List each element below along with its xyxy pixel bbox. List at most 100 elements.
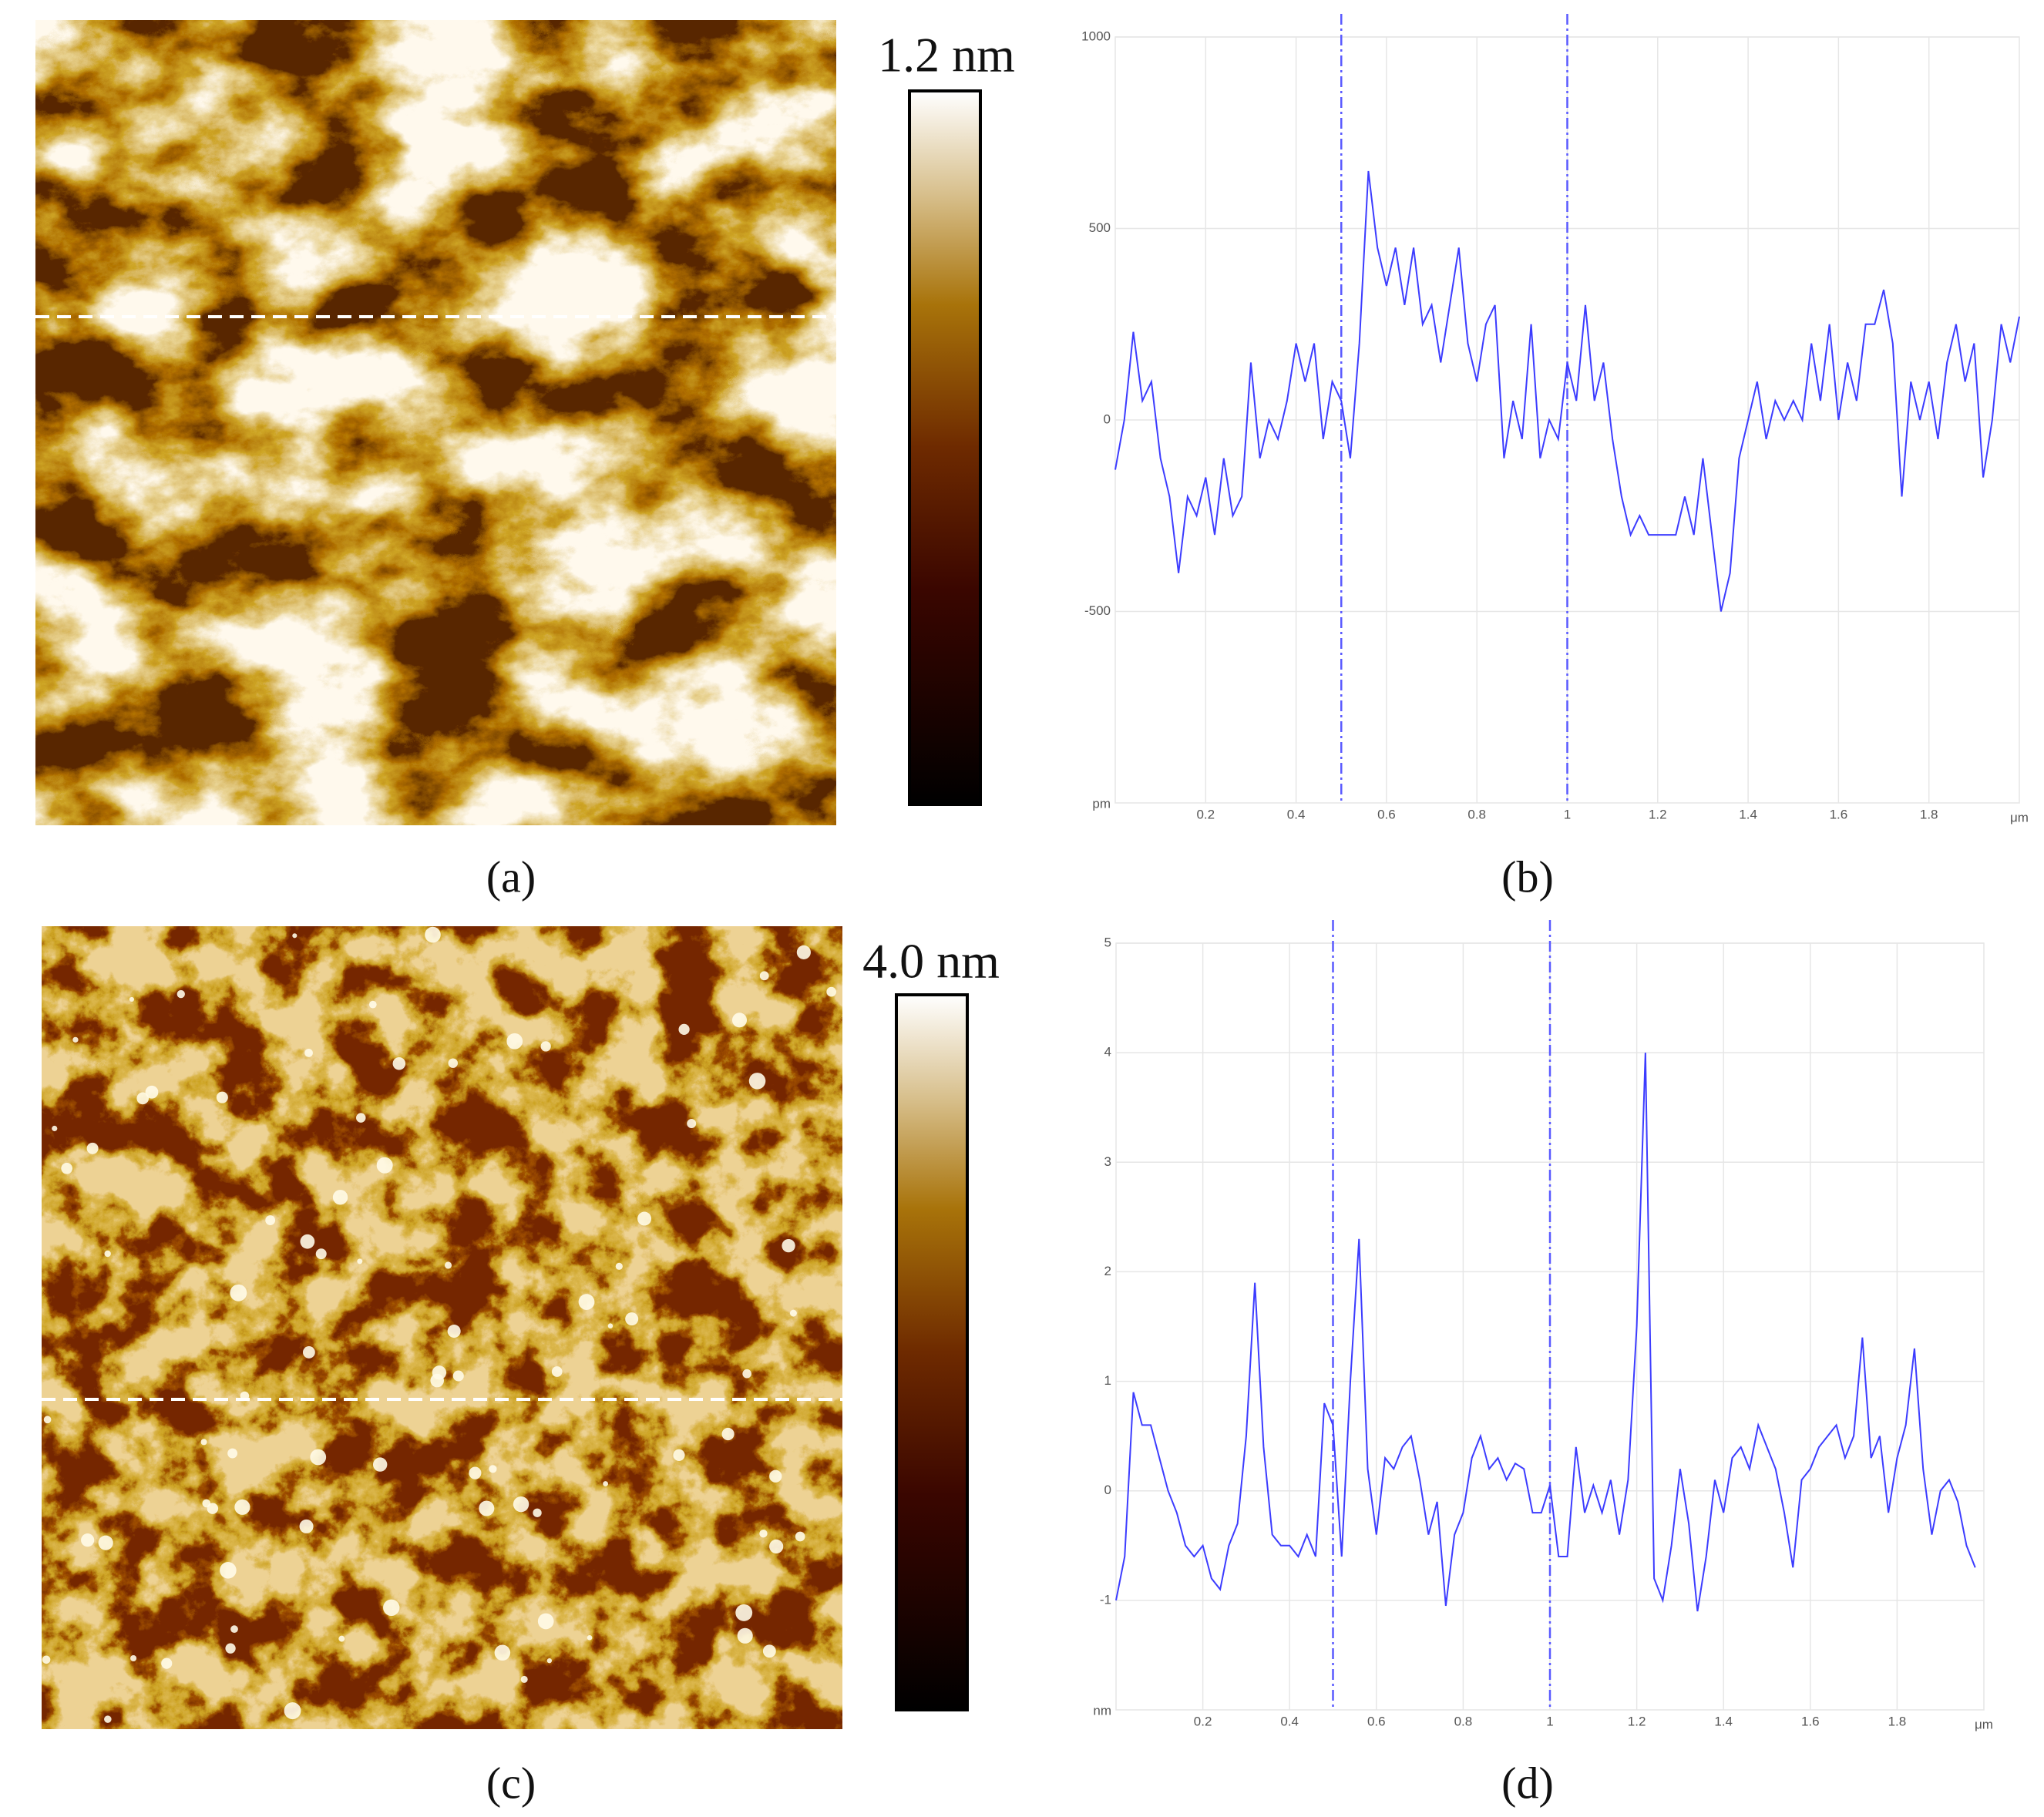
- particle: [425, 926, 441, 943]
- particle: [603, 1481, 609, 1486]
- particle: [145, 1085, 159, 1099]
- y-tick-label: 1000: [1081, 29, 1111, 43]
- x-tick-label: 0.2: [1196, 807, 1215, 821]
- particle: [220, 1562, 237, 1579]
- particle: [769, 1469, 782, 1483]
- particle: [533, 1508, 542, 1517]
- particle: [796, 945, 811, 959]
- x-tick-label: 0.6: [1367, 1714, 1386, 1728]
- particle: [769, 1539, 784, 1554]
- particle: [304, 1049, 313, 1057]
- x-axis-label: μm: [1975, 1717, 1993, 1731]
- particle: [383, 1599, 400, 1617]
- particle: [748, 1073, 766, 1090]
- particle: [227, 1448, 238, 1459]
- particle: [782, 1238, 795, 1253]
- color-bar: [895, 993, 969, 1711]
- y-axis-label: pm: [1092, 796, 1111, 811]
- particle: [284, 1702, 301, 1720]
- particle: [98, 1535, 113, 1550]
- particle: [225, 1643, 236, 1654]
- profile-line: [1115, 1053, 1976, 1612]
- particle: [216, 1091, 228, 1103]
- particle: [520, 1675, 528, 1683]
- particle: [540, 1041, 551, 1052]
- particle: [469, 1466, 482, 1479]
- x-tick-label: 0.2: [1194, 1714, 1212, 1728]
- particle: [43, 1416, 52, 1424]
- panel-caption: (b): [1501, 851, 1554, 902]
- particle: [376, 1157, 393, 1174]
- y-tick-label: 500: [1089, 220, 1111, 235]
- particle: [368, 1000, 377, 1009]
- particle: [637, 1211, 652, 1226]
- particle: [673, 1449, 685, 1461]
- particle: [357, 1258, 363, 1265]
- x-tick-label: 1.6: [1801, 1714, 1820, 1728]
- particle: [72, 1036, 79, 1043]
- x-tick-label: 1.4: [1739, 807, 1757, 821]
- particle: [81, 1533, 95, 1547]
- particle: [86, 1142, 99, 1154]
- particle: [479, 1500, 495, 1516]
- x-tick-label: 1: [1546, 1714, 1553, 1728]
- afm-image-group: [42, 926, 842, 1729]
- particle: [265, 1215, 276, 1225]
- particle: [513, 1496, 529, 1513]
- particle: [338, 1635, 345, 1642]
- particle: [506, 1033, 523, 1050]
- particle: [607, 1323, 614, 1328]
- particle: [332, 1190, 348, 1205]
- particle: [789, 1309, 797, 1317]
- particle: [129, 996, 135, 1003]
- particle: [136, 1092, 150, 1105]
- y-tick-label: 2: [1104, 1264, 1111, 1278]
- particle: [721, 1427, 735, 1441]
- particle: [356, 1113, 366, 1123]
- particle: [615, 1262, 623, 1270]
- particle: [130, 1654, 137, 1662]
- x-tick-label: 0.4: [1287, 807, 1306, 821]
- particle: [61, 1162, 73, 1174]
- particle: [230, 1625, 238, 1634]
- x-tick-label: 1.8: [1920, 807, 1938, 821]
- profile-line: [1114, 170, 2020, 612]
- particle: [759, 971, 769, 981]
- x-tick-label: 0.4: [1280, 1714, 1299, 1728]
- particle: [104, 1250, 111, 1258]
- particle: [731, 1013, 748, 1028]
- charts: 1000 500 0 -500 0.2 0.4 0.6 0.8 1 1.2 1.4 1.6 1.8 pm μ…: [1081, 14, 2029, 1808]
- particle: [447, 1325, 461, 1338]
- y-tick-label: 1: [1104, 1373, 1111, 1388]
- x-tick-label: 0.8: [1454, 1714, 1473, 1728]
- particle: [452, 1370, 464, 1382]
- particle: [759, 1529, 768, 1538]
- particle: [625, 1312, 639, 1326]
- y-tick-label: -500: [1084, 603, 1111, 618]
- particle: [678, 1023, 690, 1036]
- particle: [687, 1119, 697, 1129]
- particle: [315, 1248, 327, 1260]
- particle: [826, 986, 836, 997]
- particle: [234, 1499, 250, 1515]
- y-tick-label: 5: [1104, 935, 1111, 949]
- afm-image: [35, 20, 836, 825]
- y-tick-label: -1: [1100, 1592, 1111, 1607]
- particle: [762, 1644, 776, 1658]
- particle: [42, 1655, 51, 1664]
- particle: [300, 1234, 315, 1249]
- particle: [494, 1644, 511, 1661]
- particle: [302, 1346, 315, 1359]
- particle: [587, 1635, 593, 1641]
- y-axis-label: nm: [1093, 1703, 1111, 1718]
- panel-caption: (c): [486, 1758, 536, 1808]
- afm-image: [42, 926, 842, 1729]
- particle: [742, 1369, 751, 1379]
- x-tick-label: 1: [1564, 807, 1571, 821]
- panel-caption: (a): [486, 851, 536, 902]
- particle: [310, 1449, 327, 1466]
- scale-label: 1.2 nm: [878, 28, 1015, 82]
- particle: [448, 1058, 458, 1068]
